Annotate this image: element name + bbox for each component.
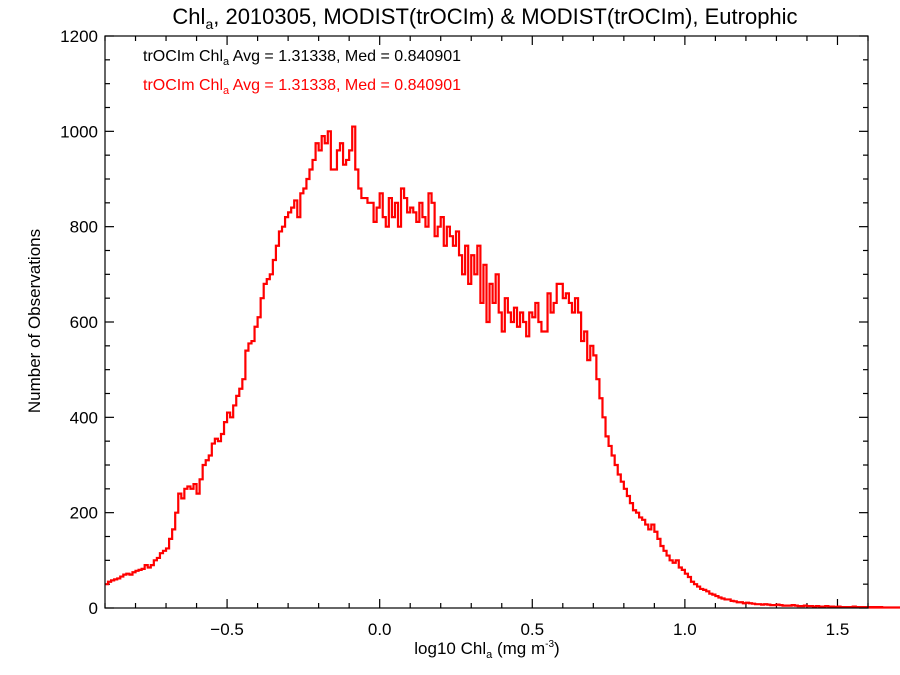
y-tick-label: 400 [70, 408, 98, 427]
title-subscript: a [205, 16, 213, 32]
y-tick-label: 200 [70, 504, 98, 523]
annotation-red: trOCIm Chla Avg = 1.31338, Med = 0.84090… [143, 77, 461, 97]
x-label-prefix: log10 Chl [414, 639, 486, 658]
y-tick-label: 0 [89, 599, 98, 618]
title-suffix: , 2010305, MODIST(trOCIm) & MODIST(trOCI… [213, 4, 797, 29]
x-tick-label: 0.5 [520, 620, 544, 639]
y-tick-label: 600 [70, 313, 98, 332]
x-tick-label: −0.5 [210, 620, 244, 639]
y-tick-label: 1200 [60, 27, 98, 46]
x-label-mid: (mg m [492, 639, 545, 658]
x-tick-label: 1.5 [826, 620, 850, 639]
annotation-red-prefix: trOCIm Chl [143, 77, 223, 94]
annotation-black: trOCIm Chla Avg = 1.31338, Med = 0.84090… [143, 48, 461, 68]
x-label-subscript: a [486, 649, 493, 661]
x-tick-label: 1.0 [673, 620, 697, 639]
y-axis-label: Number of Observations [25, 229, 44, 413]
y-tick-label: 1000 [60, 122, 98, 141]
axis-tick-labels: −0.5 0.0 0.5 1.0 1.5 0 200 400 600 800 1000 1200 [60, 27, 849, 639]
title-prefix: Chl [172, 4, 205, 29]
plot-frame [104, 35, 869, 609]
x-label-suffix: ) [554, 639, 560, 658]
annotation-black-subscript: a [223, 56, 230, 68]
histogram-series-line [105, 125, 900, 609]
annotation-black-prefix: trOCIm Chl [143, 48, 223, 65]
x-label-superscript: -3 [545, 639, 554, 650]
annotation-red-suffix: Avg = 1.31338, Med = 0.840901 [229, 77, 461, 94]
y-tick-label: 800 [70, 218, 98, 237]
annotation-red-subscript: a [223, 85, 230, 97]
chart-title: Chla, 2010305, MODIST(trOCIm) & MODIST(t… [172, 4, 797, 32]
x-axis-label: log10 Chla (mg m-3) [414, 639, 559, 661]
x-tick-label: 0.0 [368, 620, 392, 639]
annotation-black-suffix: Avg = 1.31338, Med = 0.840901 [229, 48, 461, 65]
